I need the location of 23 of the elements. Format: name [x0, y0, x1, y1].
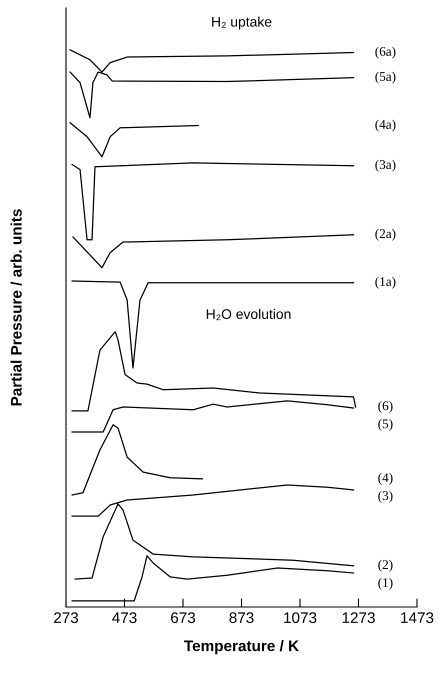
text: (5) [378, 418, 393, 431]
text: (4a) [375, 120, 396, 132]
series-label: (1) [378, 578, 393, 590]
x-tick-label: 473 [112, 612, 137, 624]
series-label: (3a) [375, 160, 396, 172]
series-label: (2a) [375, 228, 396, 241]
series-label: (3) [378, 490, 393, 503]
x-tick-label: 873 [229, 612, 254, 624]
series-label: (5a) [375, 72, 396, 84]
series-label: (2) [378, 560, 393, 572]
text: (4) [378, 472, 393, 485]
x-tick-label: 1073 [284, 612, 316, 624]
x-tick-label: 1273 [342, 612, 375, 624]
series-label: (1a) [375, 276, 396, 289]
series-label: (6a) [375, 46, 396, 59]
x-tick-label: 1473 [401, 612, 434, 624]
x-axis-title: Temperature / K [184, 640, 299, 654]
text: H₂ uptake [212, 16, 272, 30]
x-tick-label: 273 [54, 612, 78, 624]
series-label: (6) [378, 400, 393, 413]
y-axis-title: Partial Pressure / arb. units [10, 209, 22, 406]
x-tick-label: 673 [171, 612, 196, 624]
annotation: H₂O evolution [206, 308, 290, 320]
